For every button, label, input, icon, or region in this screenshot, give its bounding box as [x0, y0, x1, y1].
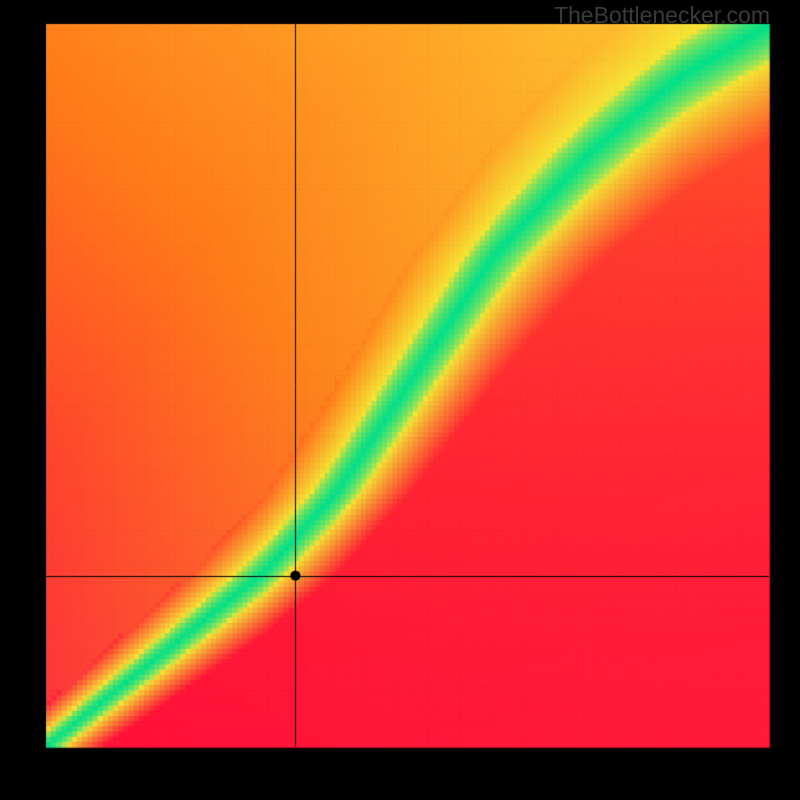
chart-container: TheBottlenecker.com — [0, 0, 800, 800]
crosshair-overlay — [0, 0, 800, 800]
watermark-text: TheBottlenecker.com — [554, 2, 770, 29]
